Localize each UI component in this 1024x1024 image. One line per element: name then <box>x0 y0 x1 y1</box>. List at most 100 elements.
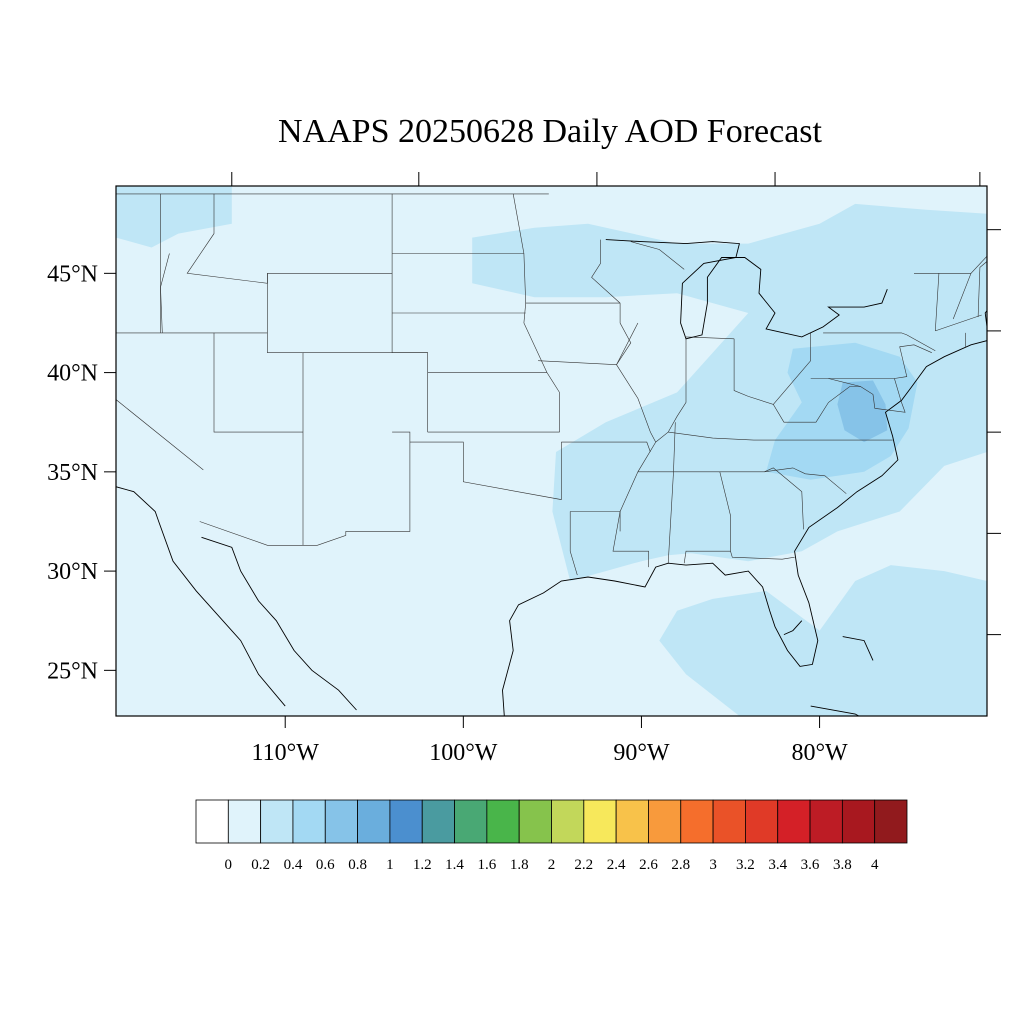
colorbar-swatch <box>680 799 714 844</box>
state-boundary <box>668 431 893 441</box>
coastline-segment <box>509 309 987 667</box>
state-boundary <box>823 332 936 352</box>
colorbar-swatch <box>745 799 779 844</box>
colorbar-label: 0.4 <box>284 857 303 873</box>
state-boundary <box>894 344 932 379</box>
lon-tick-label: 80°W <box>791 740 848 766</box>
state-boundary <box>952 273 972 320</box>
colorbar-label: 2.6 <box>639 857 658 873</box>
colorbar-swatch <box>324 799 358 844</box>
state-boundary <box>213 332 303 433</box>
colorbar-label: 3.6 <box>801 857 820 873</box>
colorbar-label: 1.6 <box>478 857 497 873</box>
colorbar-swatch <box>809 799 843 844</box>
state-boundary <box>733 332 811 405</box>
state-boundary <box>637 467 847 494</box>
colorbar-swatch <box>551 799 585 844</box>
state-boundary <box>570 511 649 568</box>
colorbar-label: 1.4 <box>445 857 464 873</box>
colorbar-label: 0 <box>225 857 233 873</box>
state-boundary <box>655 338 687 443</box>
lat-tick-label: 35°N <box>47 460 98 486</box>
lon-tick-label: 110°W <box>252 740 320 766</box>
colorbar-swatch <box>454 799 488 844</box>
colorbar-label: 3.8 <box>833 857 852 873</box>
virginia-core <box>837 380 888 443</box>
pacific-northwest-haze <box>116 186 232 248</box>
colorbar-label: 4 <box>871 857 879 873</box>
state-boundary <box>935 273 940 331</box>
lat-tick-label: 45°N <box>47 261 98 287</box>
colorbar-swatch <box>486 799 520 844</box>
map-panel: 110°W 100°W 90°W 80°W 45°N 40°N 35°N 30°N 25°N <box>47 172 1001 766</box>
colorbar-swatch <box>777 799 811 844</box>
state-boundary <box>546 372 560 433</box>
colorbar-swatch <box>518 799 552 844</box>
state-boundary <box>267 273 304 546</box>
map-title: NAAPS 20250628 Daily AOD Forecast <box>278 113 823 150</box>
colorbar-label: 3.4 <box>768 857 787 873</box>
map-frame <box>115 185 988 717</box>
state-boundary <box>630 241 685 270</box>
colorbar-swatch <box>648 799 682 844</box>
state-boundary <box>977 261 987 318</box>
colorbar-label: 2.2 <box>574 857 593 873</box>
colorbar-swatch <box>421 799 455 844</box>
colorbar-swatch <box>195 799 229 844</box>
coastline-segment <box>605 239 888 340</box>
state-boundary <box>764 467 804 530</box>
state-boundary <box>616 303 657 532</box>
colorbar-swatch <box>389 799 423 844</box>
colorbar-swatch <box>712 799 746 844</box>
coastline-segment <box>502 650 514 716</box>
colorbar-swatch <box>357 799 391 844</box>
colorbar-swatch <box>227 799 262 844</box>
coastlines <box>116 239 987 716</box>
aod-regions <box>116 186 987 716</box>
southeast-haze <box>582 479 784 566</box>
colorbar-swatch <box>874 799 908 844</box>
state-boundary <box>569 511 578 576</box>
state-boundary <box>773 386 861 423</box>
state-boundary <box>116 399 204 471</box>
lat-tick-label: 30°N <box>47 559 98 585</box>
state-boundary <box>561 441 651 453</box>
coastline-segment <box>842 636 874 661</box>
lat-tick-label: 40°N <box>47 361 98 387</box>
state-boundary <box>914 255 987 274</box>
state-boundary <box>160 253 170 333</box>
colorbar-swatch <box>841 799 876 844</box>
colorbar-label: 1.8 <box>510 857 529 873</box>
colorbar-label: 2.8 <box>671 857 690 873</box>
state-boundary <box>409 441 562 500</box>
great-lakes-northeast-haze <box>472 203 987 581</box>
state-boundary <box>730 551 795 560</box>
coastline-segment <box>783 620 803 636</box>
colorbar-swatch <box>292 799 326 844</box>
state-boundary <box>199 431 411 546</box>
gulf-atlantic-haze <box>659 565 987 716</box>
colorbar-swatch <box>615 799 649 844</box>
colorbar-label: 2.4 <box>607 857 626 873</box>
coastline-segment <box>116 486 286 707</box>
state-boundaries <box>116 193 987 576</box>
latitude-ticks: 45°N 40°N 35°N 30°N 25°N <box>47 229 1001 684</box>
colorbar-label: 0.8 <box>348 857 367 873</box>
colorbar-label: 1 <box>386 857 394 873</box>
colorbar-label: 3 <box>709 857 717 873</box>
colorbar-label: 3.2 <box>736 857 755 873</box>
colorbar-label: 0.6 <box>316 857 335 873</box>
longitude-ticks: 110°W 100°W 90°W 80°W <box>231 172 981 766</box>
lon-tick-label: 100°W <box>429 740 498 766</box>
colorbar-swatch <box>260 799 294 844</box>
colorbar-label: 2 <box>548 857 556 873</box>
colorbar-label: 0.2 <box>251 857 270 873</box>
colorbar-swatch <box>583 799 617 844</box>
state-boundary <box>828 378 906 413</box>
coastline-segment <box>201 536 357 711</box>
colorbar: 0 0.2 0.4 0.6 0.8 1 1.2 1.4 1.6 1.8 2 2.2 2.4 2.6 2.8 3… <box>195 799 908 873</box>
colorbar-label: 1.2 <box>413 857 432 873</box>
coastline-segment <box>810 705 860 716</box>
lon-tick-label: 90°W <box>613 740 670 766</box>
